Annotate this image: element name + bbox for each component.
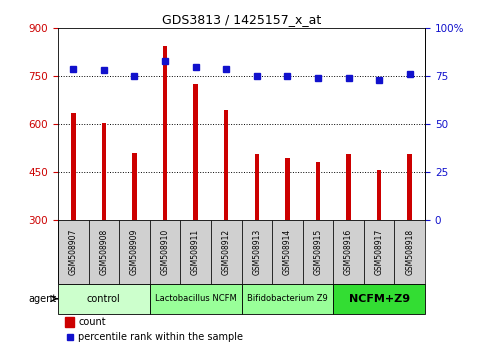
Bar [408, 154, 412, 220]
Title: GDS3813 / 1425157_x_at: GDS3813 / 1425157_x_at [162, 13, 321, 26]
Text: GSM508914: GSM508914 [283, 229, 292, 275]
Text: GSM508917: GSM508917 [375, 229, 384, 275]
Bar [88, 220, 119, 284]
Bar [150, 220, 180, 284]
Bar [119, 220, 150, 284]
Bar [150, 284, 242, 314]
Text: percentile rank within the sample: percentile rank within the sample [78, 332, 243, 342]
Bar [364, 220, 395, 284]
Text: count: count [78, 317, 106, 327]
Text: GSM508916: GSM508916 [344, 229, 353, 275]
Text: agent: agent [28, 294, 57, 304]
Bar [242, 284, 333, 314]
Bar [163, 46, 167, 220]
Bar [377, 170, 382, 220]
Text: GSM508909: GSM508909 [130, 229, 139, 275]
Text: GSM508907: GSM508907 [69, 229, 78, 275]
Bar [272, 220, 303, 284]
Bar [303, 220, 333, 284]
Text: GSM508915: GSM508915 [313, 229, 323, 275]
Bar [58, 220, 88, 284]
Text: GSM508912: GSM508912 [222, 229, 231, 275]
Bar [211, 220, 242, 284]
Text: Lactobacillus NCFM: Lactobacillus NCFM [155, 294, 237, 303]
Bar [180, 220, 211, 284]
Bar [101, 122, 106, 220]
Text: GSM508908: GSM508908 [99, 229, 108, 275]
Bar [71, 113, 75, 220]
Text: Bifidobacterium Z9: Bifidobacterium Z9 [247, 294, 328, 303]
Bar [224, 110, 228, 220]
Bar [242, 220, 272, 284]
Bar [285, 158, 290, 220]
Bar [58, 284, 150, 314]
Text: GSM508911: GSM508911 [191, 229, 200, 275]
Text: GSM508918: GSM508918 [405, 229, 414, 275]
Bar [132, 153, 137, 220]
Text: control: control [87, 294, 121, 304]
Bar [333, 220, 364, 284]
Bar [193, 84, 198, 220]
Text: NCFM+Z9: NCFM+Z9 [349, 294, 410, 304]
Bar [65, 316, 74, 327]
Bar [333, 284, 425, 314]
Bar [255, 154, 259, 220]
Text: GSM508913: GSM508913 [252, 229, 261, 275]
Text: GSM508910: GSM508910 [160, 229, 170, 275]
Bar [346, 154, 351, 220]
Bar [316, 162, 320, 220]
Bar [395, 220, 425, 284]
